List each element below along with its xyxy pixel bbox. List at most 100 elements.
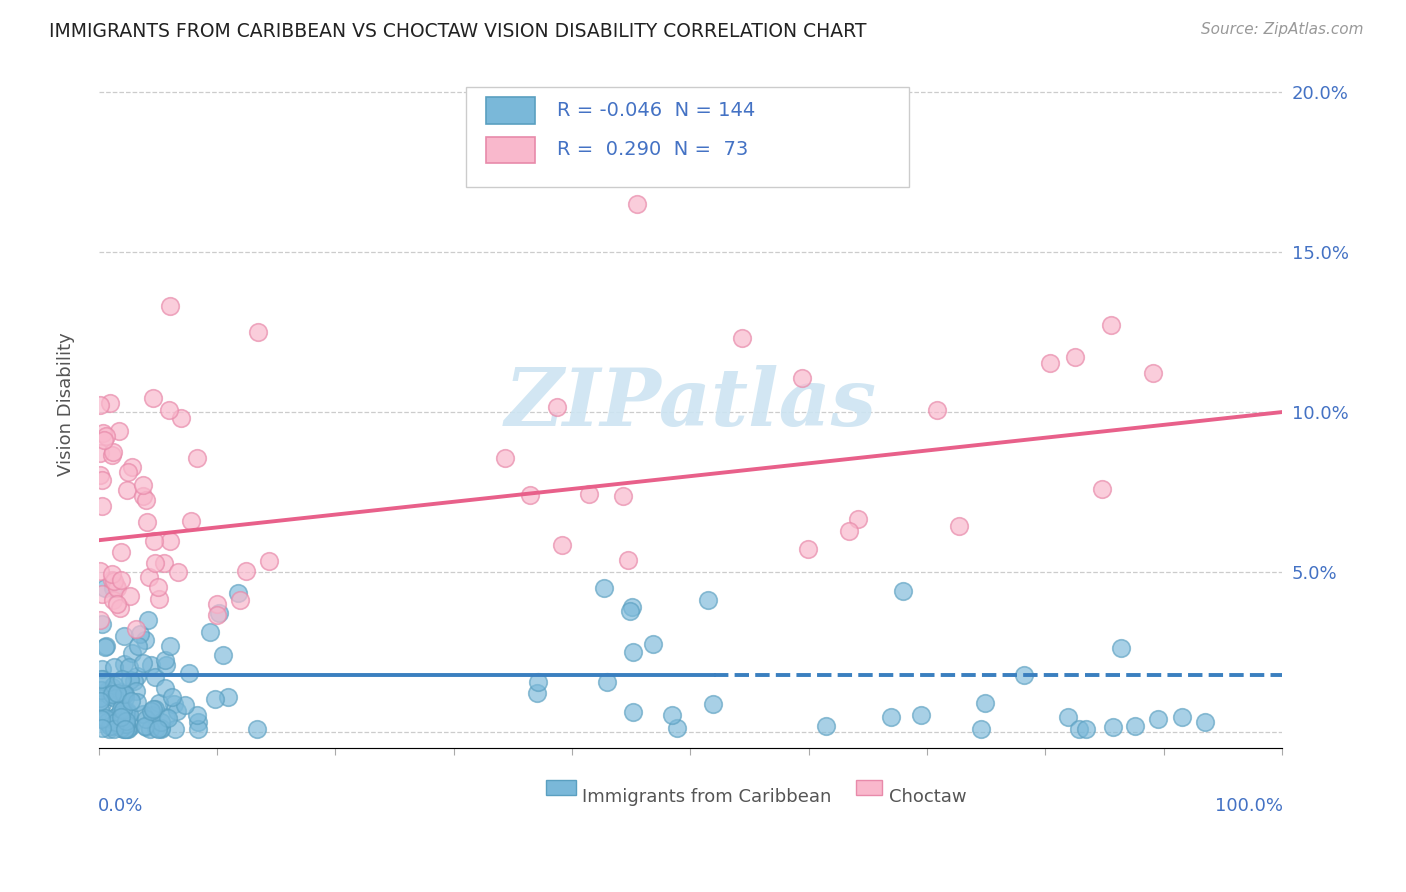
Point (118, 706, 141, 721)
Point (526, 686, 548, 700)
Point (121, 460, 143, 475)
Point (1111, 640, 1133, 655)
Point (910, 708, 932, 723)
Point (89, 613, 111, 627)
Point (696, 592, 718, 607)
Point (621, 706, 644, 720)
Point (702, 697, 724, 711)
Point (665, 721, 688, 735)
Point (101, 719, 124, 733)
Point (621, 600, 644, 615)
Point (93, 713, 115, 727)
Point (661, 707, 683, 722)
Point (925, 403, 948, 417)
Point (111, 698, 134, 713)
Point (90, 672, 112, 686)
Point (108, 600, 131, 615)
Point (103, 660, 125, 674)
Point (120, 719, 142, 733)
Point (94, 640, 117, 654)
Point (91, 425, 114, 440)
Point (114, 723, 136, 737)
Point (157, 711, 180, 725)
Point (97, 723, 120, 737)
Text: Source: ZipAtlas.com: Source: ZipAtlas.com (1201, 22, 1364, 37)
Point (143, 556, 166, 570)
Point (643, 637, 665, 651)
Point (612, 489, 634, 503)
Point (139, 705, 162, 719)
Point (105, 598, 128, 612)
Point (91, 473, 114, 487)
Point (527, 674, 550, 689)
Point (103, 574, 125, 588)
Point (114, 705, 136, 719)
Point (596, 674, 619, 689)
Point (91, 672, 114, 686)
Point (186, 451, 208, 466)
Point (117, 483, 139, 498)
Point (246, 723, 269, 737)
Point (89, 694, 111, 708)
Point (1076, 723, 1098, 737)
Point (100, 396, 122, 410)
Bar (546, 780, 575, 796)
Point (112, 657, 135, 672)
Point (179, 666, 201, 681)
Point (90, 587, 112, 601)
Point (142, 391, 165, 405)
Point (163, 697, 186, 711)
Text: Choctaw: Choctaw (889, 788, 967, 805)
Point (974, 697, 997, 711)
Point (114, 723, 136, 737)
Point (96, 639, 118, 653)
Point (112, 703, 135, 717)
Point (149, 721, 172, 735)
Point (89, 690, 111, 705)
Point (138, 570, 160, 584)
Point (132, 707, 155, 722)
Text: R =  0.290  N =  73: R = 0.290 N = 73 (557, 140, 748, 160)
Point (107, 691, 129, 706)
Point (229, 592, 252, 607)
Point (107, 716, 129, 731)
Point (198, 625, 221, 640)
Point (121, 646, 143, 660)
Point (114, 687, 136, 701)
Point (797, 542, 820, 557)
Point (104, 579, 127, 593)
Text: 100.0%: 100.0% (1215, 797, 1284, 814)
Point (617, 553, 640, 567)
Point (187, 714, 209, 729)
Point (174, 698, 197, 712)
Point (141, 708, 163, 723)
Point (110, 701, 132, 715)
Point (546, 400, 568, 414)
Point (167, 565, 190, 579)
Point (159, 533, 181, 548)
Bar (485, 136, 536, 163)
Point (89, 565, 111, 579)
Point (110, 545, 132, 559)
Point (90, 697, 112, 711)
Point (150, 723, 173, 737)
Point (105, 685, 128, 699)
Point (1170, 709, 1192, 723)
Point (101, 448, 124, 462)
Point (94, 429, 117, 443)
Point (115, 717, 138, 731)
Point (135, 720, 157, 734)
Point (101, 687, 124, 701)
Point (94, 711, 117, 725)
Point (127, 639, 149, 653)
Point (107, 708, 129, 723)
Point (89, 446, 111, 460)
Point (110, 713, 132, 727)
Point (948, 519, 970, 533)
Point (105, 581, 128, 595)
Point (146, 723, 169, 737)
Point (93, 433, 115, 447)
Text: IMMIGRANTS FROM CARIBBEAN VS CHOCTAW VISION DISABILITY CORRELATION CHART: IMMIGRANTS FROM CARIBBEAN VS CHOCTAW VIS… (49, 22, 866, 41)
Point (115, 723, 138, 737)
Point (730, 331, 752, 345)
